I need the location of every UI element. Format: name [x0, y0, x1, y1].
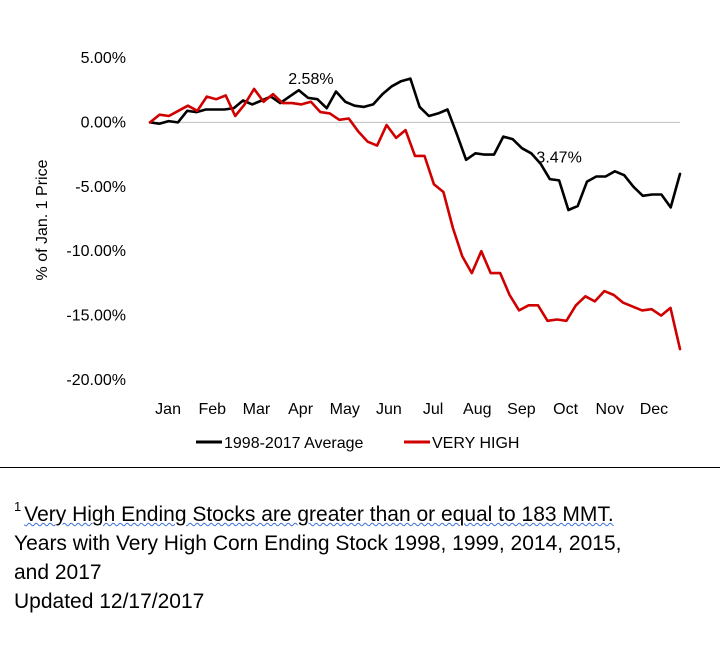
y-axis: 5.00% 0.00% -5.00% -10.00% -15.00% -20.00%	[66, 50, 126, 389]
annotations: 2.58% 3.47%	[288, 71, 582, 167]
footnote-marker: 1	[14, 499, 22, 514]
x-tick-label: Jun	[376, 401, 402, 418]
line-chart: 5.00% 0.00% -5.00% -10.00% -15.00% -20.00% Ja…	[34, 50, 682, 452]
legend-label-very-high: VERY HIGH	[432, 435, 519, 452]
x-tick-label: Oct	[553, 401, 578, 418]
footnote-line-1: 1 Very High Ending Stocks are greater tha…	[14, 494, 704, 529]
data-label: 3.47%	[536, 149, 581, 166]
footnote: 1 Very High Ending Stocks are greater tha…	[14, 494, 704, 616]
x-tick-label: Sep	[507, 401, 536, 418]
x-tick-label: Jul	[423, 401, 443, 418]
x-tick-label: Feb	[198, 401, 226, 418]
y-axis-title: % of Jan. 1 Price	[34, 159, 51, 280]
x-tick-label: Jan	[155, 401, 181, 418]
x-tick-label: Mar	[243, 401, 271, 418]
series-line-average	[148, 77, 682, 212]
y-tick-label: 0.00%	[81, 114, 126, 131]
y-tick-label: -5.00%	[75, 179, 126, 196]
legend: 1998-2017 Average VERY HIGH	[196, 435, 519, 452]
x-tick-label: Aug	[463, 401, 491, 418]
divider-line	[0, 467, 720, 468]
x-tick-label: Nov	[596, 401, 624, 418]
series-line-very-high	[148, 87, 682, 351]
y-tick-label: 5.00%	[81, 50, 126, 67]
x-tick-label: Dec	[640, 401, 668, 418]
x-axis: Jan Feb Mar Apr May Jun Jul Aug Sep Oct Nov Dec	[150, 121, 680, 418]
footnote-line-2: Years with Very High Corn Ending Stock 1…	[14, 532, 622, 555]
y-tick-label: -15.00%	[66, 308, 126, 325]
footnote-line-3: and 2017	[14, 561, 102, 584]
y-tick-label: -10.00%	[66, 243, 126, 260]
footnote-text-1: Very High Ending Stocks are greater than…	[24, 503, 614, 526]
data-label: 2.58%	[288, 71, 333, 88]
legend-label-average: 1998-2017 Average	[224, 435, 363, 452]
y-tick-label: -20.00%	[66, 372, 126, 389]
x-tick-label: May	[330, 401, 360, 418]
x-tick-label: Apr	[288, 401, 314, 418]
series-lines	[148, 77, 682, 351]
footnote-line-4: Updated 12/17/2017	[14, 590, 205, 613]
